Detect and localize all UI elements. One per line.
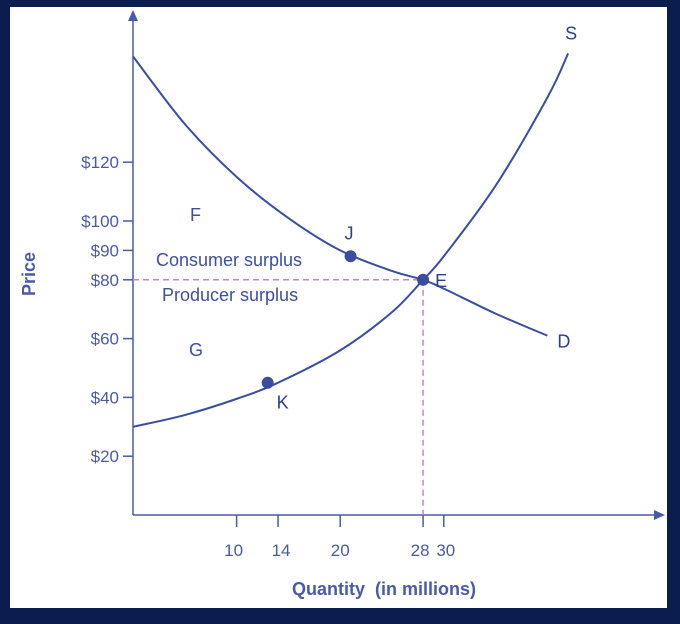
y-tick-label-60: $60	[91, 330, 119, 349]
area-label-f: F	[190, 205, 201, 225]
point-e	[417, 273, 430, 286]
chart-panel: $20 $40 $60 $80 $90 $100 $120 10 14 20 28 30 D S J E K…	[10, 7, 667, 608]
y-tick-label-20: $20	[91, 447, 119, 466]
point-label-e: E	[435, 271, 447, 291]
point-label-j: J	[345, 223, 354, 243]
curve-label-s: S	[565, 23, 577, 43]
x-tick-label-10: 10	[224, 541, 243, 560]
x-tick-label-30: 30	[436, 541, 455, 560]
consumer-surplus-label: Consumer surplus	[156, 250, 302, 270]
producer-surplus-label: Producer surplus	[162, 285, 298, 305]
y-tick-label-40: $40	[91, 388, 119, 407]
x-axis-title: Quantity (in millions)	[292, 579, 476, 599]
area-label-g: G	[189, 340, 203, 360]
y-tick-label-80: $80	[91, 271, 119, 290]
x-tick-label-28: 28	[411, 541, 430, 560]
y-axis-title: Price	[19, 252, 39, 296]
y-tick-label-100: $100	[81, 212, 119, 231]
point-j	[344, 250, 357, 263]
x-tick-label-20: 20	[331, 541, 350, 560]
y-tick-label-90: $90	[91, 241, 119, 260]
curve-label-d: D	[557, 332, 570, 352]
point-k	[261, 376, 274, 389]
supply-demand-chart: $20 $40 $60 $80 $90 $100 $120 10 14 20 28 30 D S J E K…	[19, 10, 665, 599]
x-axis-arrow	[654, 510, 665, 520]
curve-s	[132, 52, 570, 428]
y-tick-label-120: $120	[81, 153, 119, 172]
y-axis-arrow	[128, 10, 138, 21]
point-label-k: K	[277, 393, 289, 413]
x-tick-label-14: 14	[272, 541, 291, 560]
